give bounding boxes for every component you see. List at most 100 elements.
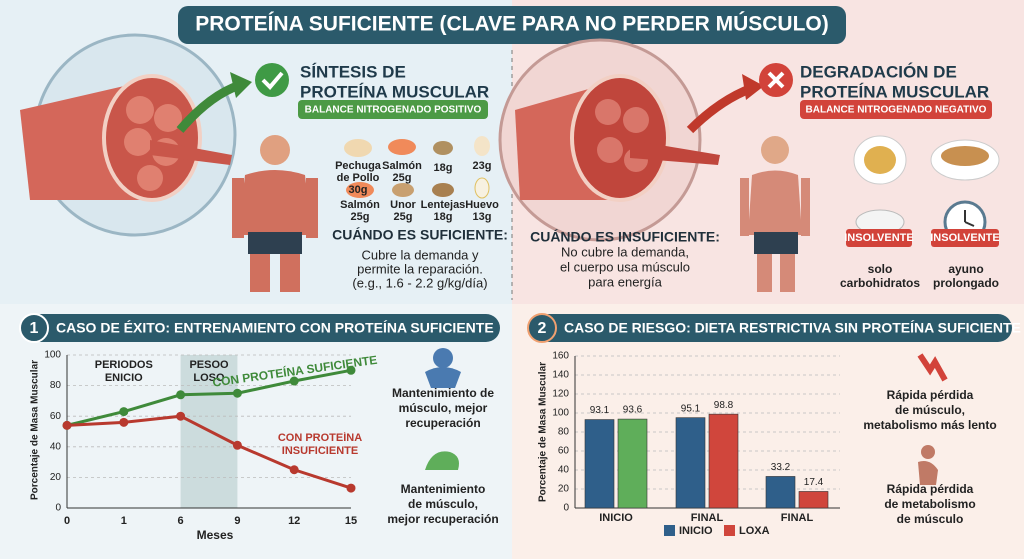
side-note: Rápida pérdida xyxy=(887,482,974,496)
food-label: 25g xyxy=(393,172,412,184)
food-label: Pechuga xyxy=(335,160,382,172)
x-tick-label: 6 xyxy=(178,515,184,527)
value-label: 17.4 xyxy=(804,477,824,488)
series-line xyxy=(66,368,352,427)
side-note: Mantenimiento de xyxy=(392,386,494,400)
data-point xyxy=(346,365,356,375)
body-text: (e.g., 1.6 - 2.2 g/kg/día) xyxy=(352,275,487,290)
caption: solo xyxy=(868,262,893,276)
annotation: ENICIO xyxy=(105,372,143,384)
y-tick-label: 60 xyxy=(558,446,570,457)
food-icons-negative xyxy=(846,135,1000,247)
bar xyxy=(765,476,796,509)
y-tick-label: 0 xyxy=(563,503,569,514)
side-note: de músculo, xyxy=(408,497,478,511)
side-note: músculo, mejor xyxy=(399,401,488,415)
y-tick-label: 80 xyxy=(558,427,570,438)
data-point xyxy=(176,390,186,400)
value-label: 33.2 xyxy=(771,462,791,473)
cross-mark xyxy=(767,71,785,89)
y-tick-label: 0 xyxy=(55,503,61,514)
side-note: de músculo, xyxy=(895,403,965,417)
body-silhouette-thin xyxy=(740,136,810,292)
chart-header-pill xyxy=(20,314,500,342)
food-icons xyxy=(344,136,490,199)
section-title: PROTEÍNA MUSCULAR xyxy=(300,82,489,101)
annotation: PERIODOS xyxy=(95,359,153,371)
value-label: 98.8 xyxy=(714,400,734,411)
x-tick-label: 15 xyxy=(345,515,357,527)
body-text: No cubre la demanda, xyxy=(561,244,689,259)
side-note: de metabolismo xyxy=(884,497,975,511)
y-tick-label: 100 xyxy=(44,350,61,361)
data-point xyxy=(119,417,129,427)
side-note: recuperación xyxy=(405,416,480,430)
heading: CUÁNDO ES SUFICIENTE: xyxy=(332,227,508,243)
side-note: Rápida pérdida xyxy=(887,388,974,402)
section-title: SÍNTESIS DE xyxy=(300,62,406,81)
number-circle xyxy=(19,313,49,343)
y-tick-label: 120 xyxy=(552,389,569,400)
data-point xyxy=(289,376,299,386)
x-tick-label: 0 xyxy=(64,515,70,527)
side-note: de músculo xyxy=(897,512,964,526)
food-label: 18g xyxy=(434,162,453,174)
annotation: PESOO xyxy=(189,359,229,371)
y-tick-label: 100 xyxy=(552,408,569,419)
series-label-box: CON PROTEÍNA INSUFICIENTE xyxy=(278,432,362,457)
heading: CUÁNDO ES INSUFICIENTE: xyxy=(530,229,720,245)
y-tick-label: 40 xyxy=(50,441,62,452)
bar xyxy=(675,417,706,509)
food-label: Salmón xyxy=(340,199,380,211)
value-label: 93.6 xyxy=(623,405,643,416)
legend-label: INICIO xyxy=(679,525,713,537)
body-text: permite la reparación. xyxy=(357,261,483,276)
bar xyxy=(708,413,739,509)
value-label: 95.1 xyxy=(681,403,701,414)
body-text: Cubre la demanda y xyxy=(361,247,479,262)
chart-header-pill xyxy=(528,314,1012,342)
y-tick-label: 40 xyxy=(558,465,570,476)
x-tick-label: 9 xyxy=(234,515,240,527)
chart-title: CASO DE RIESGO: DIETA RESTRICTIVA SIN PR… xyxy=(564,320,1021,336)
chart-title: CASO DE ÉXITO: ENTRENAMIENTO CON PROTEÍN… xyxy=(56,320,494,336)
body-text: el cuerpo usa músculo xyxy=(560,259,690,274)
legend-label: LOXA xyxy=(739,525,770,537)
legend-swatch xyxy=(724,525,735,536)
y-tick-label: 20 xyxy=(558,484,570,495)
data-point xyxy=(346,483,356,493)
body-text: para energía xyxy=(588,274,662,289)
badge-text: BALANCE NITROGENADO NEGATIVO xyxy=(806,105,987,116)
data-point xyxy=(289,465,299,475)
food-label: 25g xyxy=(351,211,370,223)
food-label: 30g xyxy=(349,184,368,196)
food-label: 13g xyxy=(473,211,492,223)
badge-positive xyxy=(298,100,488,119)
y-axis-label: Porcentaje de Masa Muscular xyxy=(538,362,549,502)
food-label: 23g xyxy=(473,160,492,172)
bar xyxy=(617,418,648,509)
side-note: Mantenimiento xyxy=(401,482,486,496)
page-title: PROTEÍNA SUFICIENTE (CLAVE PARA NO PERDE… xyxy=(195,12,829,36)
annotation: LOSO xyxy=(193,372,225,384)
y-tick-label: 160 xyxy=(552,351,569,362)
tag-text: INSOLVENTE xyxy=(844,232,913,244)
y-tick-label: 20 xyxy=(50,472,62,483)
caption: ayuno xyxy=(948,262,983,276)
chart-number: 1 xyxy=(30,320,39,337)
number-circle xyxy=(527,313,557,343)
x-tick-label: 12 xyxy=(288,515,300,527)
y-tick-label: 60 xyxy=(50,411,62,422)
caption: carbohidratos xyxy=(840,276,920,290)
series-line xyxy=(66,414,352,490)
food-label: Unor xyxy=(390,199,416,211)
y-tick-label: 140 xyxy=(552,370,569,381)
muscle-illustration xyxy=(20,33,252,237)
food-label: de Pollo xyxy=(337,172,380,184)
muscle-illustration-damaged xyxy=(498,38,764,242)
food-label: Salmón xyxy=(382,160,422,172)
data-point xyxy=(232,440,242,450)
food-label: 18g xyxy=(434,211,453,223)
y-axis-label: Porcentaje de Masa Muscular xyxy=(30,360,41,500)
